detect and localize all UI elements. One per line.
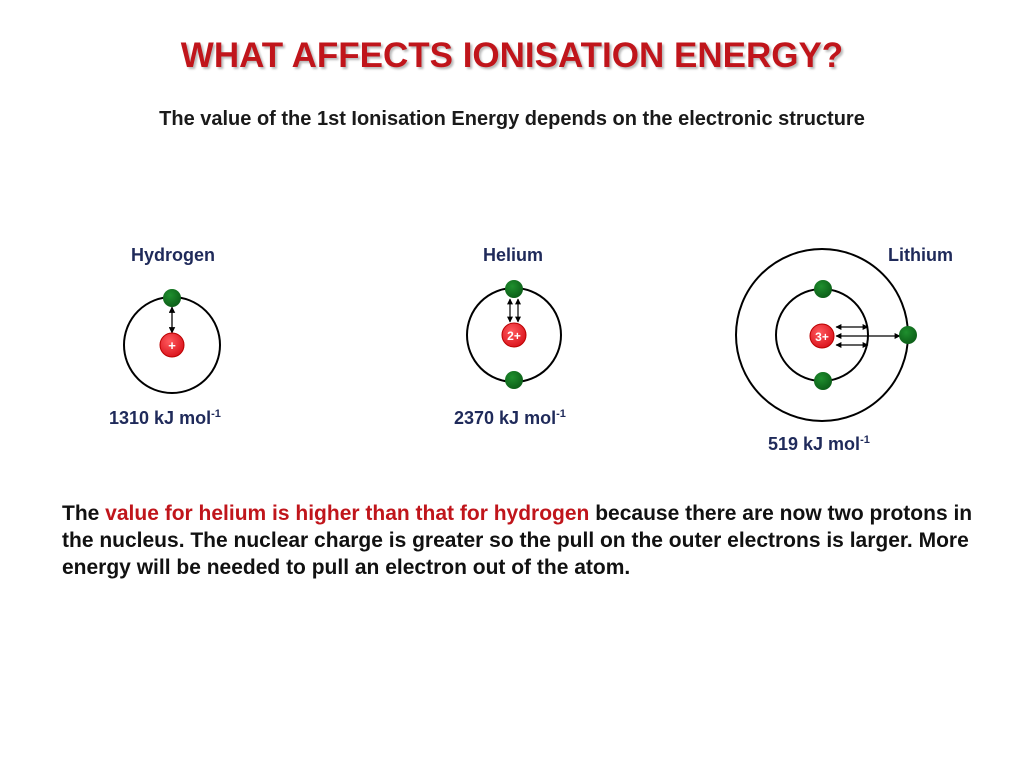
explanation-rest: because there are now two protons in the… <box>62 502 973 579</box>
helium-atom: 2+ <box>466 280 562 389</box>
helium-energy-exponent: -1 <box>556 408 566 420</box>
lithium-energy-exponent: -1 <box>860 434 870 446</box>
helium-nucleus <box>501 322 527 348</box>
explanation-paragraph: The value for helium is higher than that… <box>62 500 982 581</box>
hydrogen-nucleus <box>159 332 185 358</box>
lithium-nucleus <box>809 323 835 349</box>
hydrogen-energy-value: 1310 kJ mol <box>109 408 212 428</box>
slide-subtitle: The value of the 1st Ionisation Energy d… <box>159 108 865 130</box>
helium-electron-top <box>505 280 523 298</box>
helium-electron-bottom <box>505 371 523 389</box>
explanation-highlight: value for helium is higher than that for… <box>105 502 590 525</box>
lithium-energy: 519 kJ mol-1 <box>768 434 870 455</box>
hydrogen-label: Hydrogen <box>131 245 216 265</box>
hydrogen-electron <box>163 289 181 307</box>
hydrogen-nucleus-charge: + <box>168 338 176 353</box>
slide-title: WHAT AFFECTS IONISATION ENERGY? <box>180 36 844 75</box>
lithium-electron-inner-top <box>814 280 832 298</box>
lithium-energy-value: 519 kJ mol <box>768 434 861 454</box>
hydrogen-energy-exponent: -1 <box>211 408 221 420</box>
lithium-nucleus-charge: 3+ <box>815 330 829 344</box>
helium-energy-value: 2370 kJ mol <box>454 408 557 428</box>
hydrogen-energy: 1310 kJ mol-1 <box>109 408 221 429</box>
helium-nucleus-charge: 2+ <box>507 329 521 343</box>
helium-energy: 2370 kJ mol-1 <box>454 408 566 429</box>
lithium-electron-inner-bottom <box>814 372 832 390</box>
hydrogen-atom: + <box>123 289 221 394</box>
lithium-atom: 3+ <box>735 248 917 422</box>
lithium-electron-outer <box>899 326 917 344</box>
lithium-label: Lithium <box>888 245 953 265</box>
helium-label: Helium <box>483 245 544 265</box>
explanation-lead: The <box>62 502 106 525</box>
